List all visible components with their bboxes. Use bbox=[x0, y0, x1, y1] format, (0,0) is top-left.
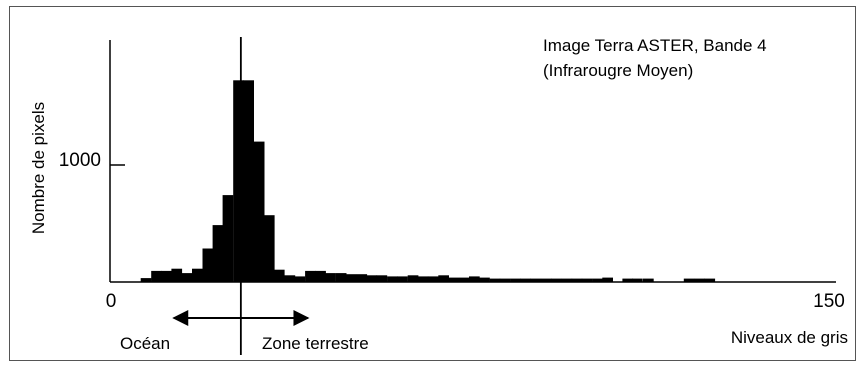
histogram-bar bbox=[551, 278, 562, 282]
histogram-bar bbox=[284, 275, 296, 282]
histogram-bar bbox=[643, 278, 654, 282]
histogram-bar bbox=[510, 278, 521, 282]
histogram-bar bbox=[632, 278, 643, 282]
histogram-bar bbox=[376, 275, 388, 282]
histogram-bar bbox=[499, 278, 511, 282]
histogram-bar bbox=[540, 278, 552, 282]
histogram-bar bbox=[366, 275, 378, 282]
histogram-bar bbox=[161, 270, 172, 282]
histogram-bar bbox=[181, 273, 193, 282]
ocean-label: Océan bbox=[120, 334, 170, 353]
histogram-bar bbox=[448, 277, 460, 282]
x-tick-label-150: 150 bbox=[813, 291, 845, 312]
histogram-bar bbox=[345, 274, 357, 282]
histogram-bar bbox=[571, 278, 583, 282]
histogram-bar bbox=[315, 270, 326, 282]
histogram-bar bbox=[694, 278, 705, 282]
chart-title-line1: Image Terra ASTER, Bande 4 bbox=[543, 36, 767, 55]
histogram-bar bbox=[438, 275, 449, 282]
histogram-bar bbox=[683, 278, 695, 282]
histogram-bar bbox=[469, 276, 480, 282]
histogram-bar bbox=[273, 269, 285, 282]
histogram-bar bbox=[151, 270, 162, 282]
histogram-bar bbox=[622, 278, 634, 282]
y-tick-label-1000: 1000 bbox=[59, 150, 101, 171]
histogram-bar bbox=[602, 277, 613, 282]
histogram-bar bbox=[479, 277, 490, 282]
histogram-bar bbox=[489, 278, 501, 282]
chart-frame bbox=[9, 6, 856, 361]
histogram-bar bbox=[581, 278, 593, 282]
histogram-bar bbox=[140, 278, 152, 282]
histogram-bar bbox=[561, 278, 573, 282]
histogram-bar bbox=[171, 268, 183, 282]
land-label: Zone terrestre bbox=[262, 334, 369, 353]
histogram-bar bbox=[530, 278, 542, 282]
histogram-bar bbox=[294, 276, 306, 282]
histogram-bar bbox=[592, 278, 603, 282]
histogram-bar bbox=[222, 195, 234, 282]
histogram-bar bbox=[192, 268, 203, 282]
histogram-bar bbox=[233, 80, 244, 282]
histogram-bar bbox=[212, 225, 224, 282]
x-axis-label: Niveaux de gris bbox=[731, 328, 848, 347]
histogram-bar bbox=[520, 278, 531, 282]
chart-title-line2: (Infrarougre Moyen) bbox=[543, 61, 693, 80]
histogram-bar bbox=[305, 270, 316, 282]
histogram-bars bbox=[140, 80, 716, 282]
histogram-bar bbox=[417, 276, 429, 282]
histogram-bar bbox=[459, 277, 470, 282]
histogram-bar bbox=[325, 273, 336, 282]
histogram-bar bbox=[704, 278, 716, 282]
histogram-bar bbox=[397, 276, 408, 282]
histogram-bar bbox=[253, 141, 265, 282]
histogram-bar bbox=[387, 276, 398, 282]
y-axis-label: Nombre de pixels bbox=[29, 102, 48, 234]
histogram-bar bbox=[335, 273, 347, 282]
x-tick-label-0: 0 bbox=[106, 291, 117, 312]
histogram-bar bbox=[407, 275, 419, 282]
histogram-bar bbox=[263, 215, 275, 282]
histogram-bar bbox=[427, 276, 439, 282]
histogram-bar bbox=[202, 248, 214, 282]
histogram-bar bbox=[243, 80, 254, 282]
histogram-bar bbox=[356, 274, 368, 282]
